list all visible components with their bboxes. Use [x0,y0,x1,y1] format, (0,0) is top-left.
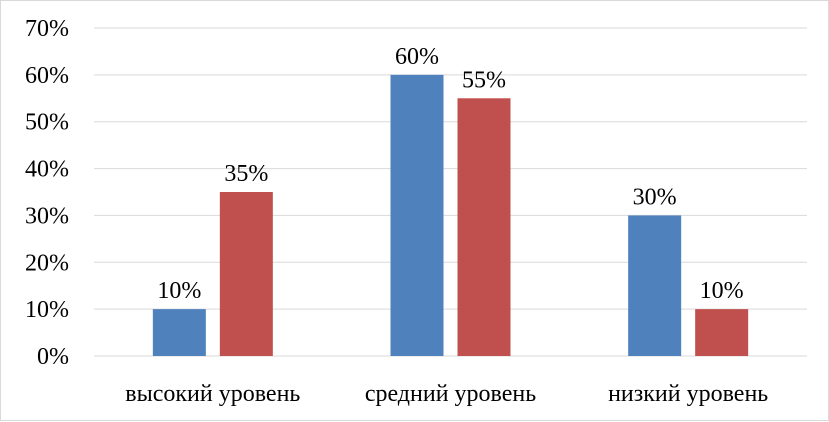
data-label: 35% [224,161,268,187]
y-tick-label: 40% [25,157,69,183]
y-tick-label: 0% [37,344,69,370]
y-tick-label: 30% [25,203,69,229]
data-label: 30% [633,184,677,210]
y-tick-label: 70% [25,16,69,42]
data-label: 60% [395,44,439,70]
y-tick-label: 20% [25,250,69,276]
x-axis: высокий уровень средний уровень низкий уро… [125,381,768,407]
data-label: 10% [157,278,201,304]
y-tick-label: 50% [25,110,69,136]
category-label: низкий уровень [608,381,768,407]
bar-series1-1 [152,309,206,356]
y-axis: 0% 10% 20% 30% 40% 50% 60% 70% [25,16,69,370]
bar-series1-2 [390,74,444,356]
bar-series2-1 [219,192,273,356]
category-label: высокий уровень [125,381,300,407]
gridlines [94,27,807,357]
bar-series1-3 [628,215,682,356]
bar-series2-3 [695,309,749,356]
bar-series2-2 [457,98,511,357]
data-labels: 10% 35% 60% 55% 30% 10% [157,44,743,304]
y-tick-label: 60% [25,63,69,89]
category-label: средний уровень [365,381,536,407]
y-tick-label: 10% [25,297,69,323]
data-label: 55% [462,67,506,93]
bars [152,74,749,357]
data-label: 10% [700,278,744,304]
